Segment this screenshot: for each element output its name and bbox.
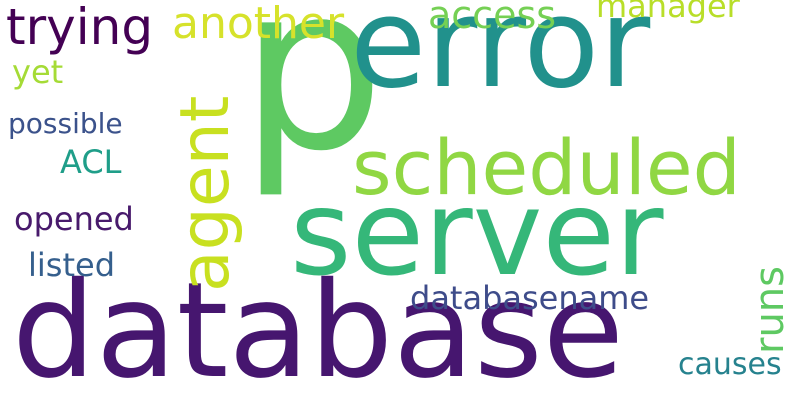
word-opened: opened bbox=[14, 200, 134, 238]
word-causes: causes bbox=[678, 347, 782, 382]
word-agent: agent bbox=[166, 95, 245, 292]
word-runs: runs bbox=[747, 266, 793, 354]
word-another: another bbox=[172, 0, 345, 49]
word-error: error bbox=[350, 0, 651, 116]
word-listed: listed bbox=[28, 246, 115, 284]
word-access: access bbox=[428, 0, 557, 37]
word-acl: ACL bbox=[60, 143, 122, 181]
word-database: database bbox=[12, 254, 624, 400]
word-databasename: databasename bbox=[410, 279, 650, 317]
word-server: server bbox=[290, 164, 664, 302]
word-scheduled: scheduled bbox=[352, 123, 741, 212]
word-trying: trying bbox=[6, 0, 154, 56]
word-yet: yet bbox=[12, 53, 64, 91]
word-manager: manager bbox=[596, 0, 740, 25]
word-possible: possible bbox=[8, 107, 123, 140]
word-p: p bbox=[240, 0, 385, 201]
